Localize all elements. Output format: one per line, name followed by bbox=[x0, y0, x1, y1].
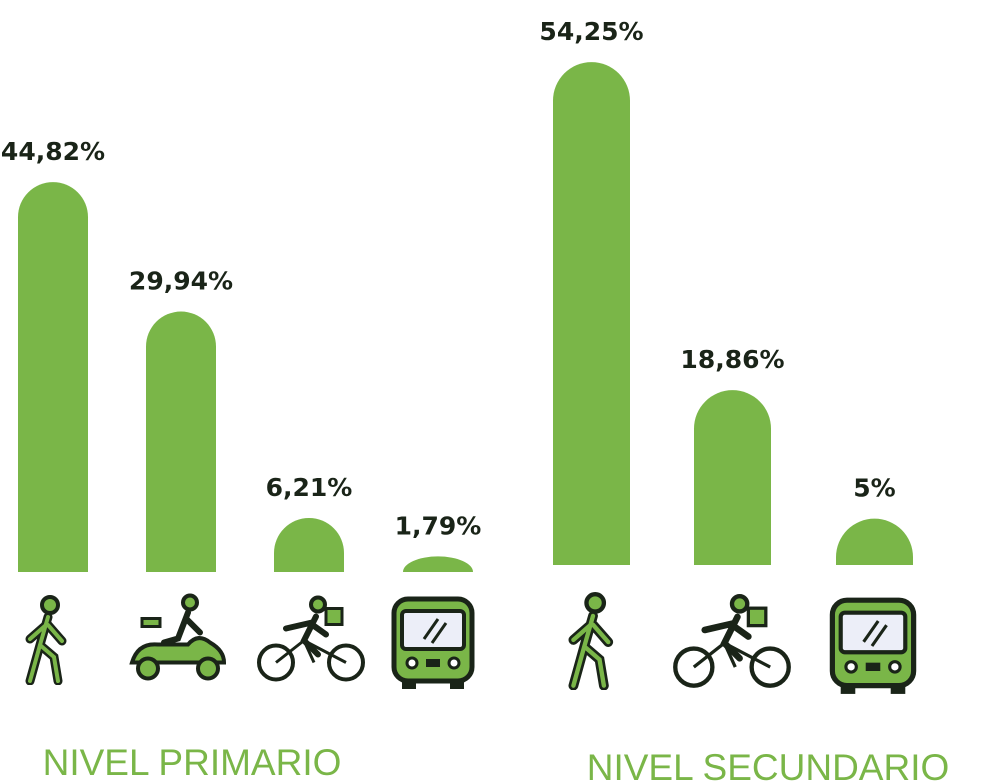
bike-icon bbox=[675, 596, 788, 685]
bar bbox=[694, 390, 771, 565]
walk-icon bbox=[573, 594, 608, 685]
scooter-icon bbox=[132, 596, 224, 679]
value-label: 29,94% bbox=[129, 267, 233, 296]
value-label: 1,79% bbox=[395, 511, 482, 540]
bar bbox=[403, 556, 473, 572]
bus-icon bbox=[394, 599, 472, 689]
bar bbox=[553, 62, 630, 565]
value-label: 6,21% bbox=[266, 473, 353, 502]
value-label: 18,86% bbox=[680, 345, 784, 374]
bus-icon bbox=[832, 600, 913, 694]
group-title: NIVEL PRIMARIO bbox=[43, 742, 342, 783]
bar bbox=[836, 518, 913, 565]
value-label: 5% bbox=[853, 474, 895, 503]
bar bbox=[274, 517, 344, 572]
bar bbox=[146, 311, 216, 572]
group-title: NIVEL SECUNDARIO bbox=[587, 747, 950, 783]
value-label: 54,25% bbox=[539, 17, 643, 46]
value-label: 44,82% bbox=[1, 137, 105, 166]
walk-icon bbox=[30, 597, 62, 681]
bike-icon bbox=[259, 598, 363, 680]
bar bbox=[18, 182, 88, 573]
